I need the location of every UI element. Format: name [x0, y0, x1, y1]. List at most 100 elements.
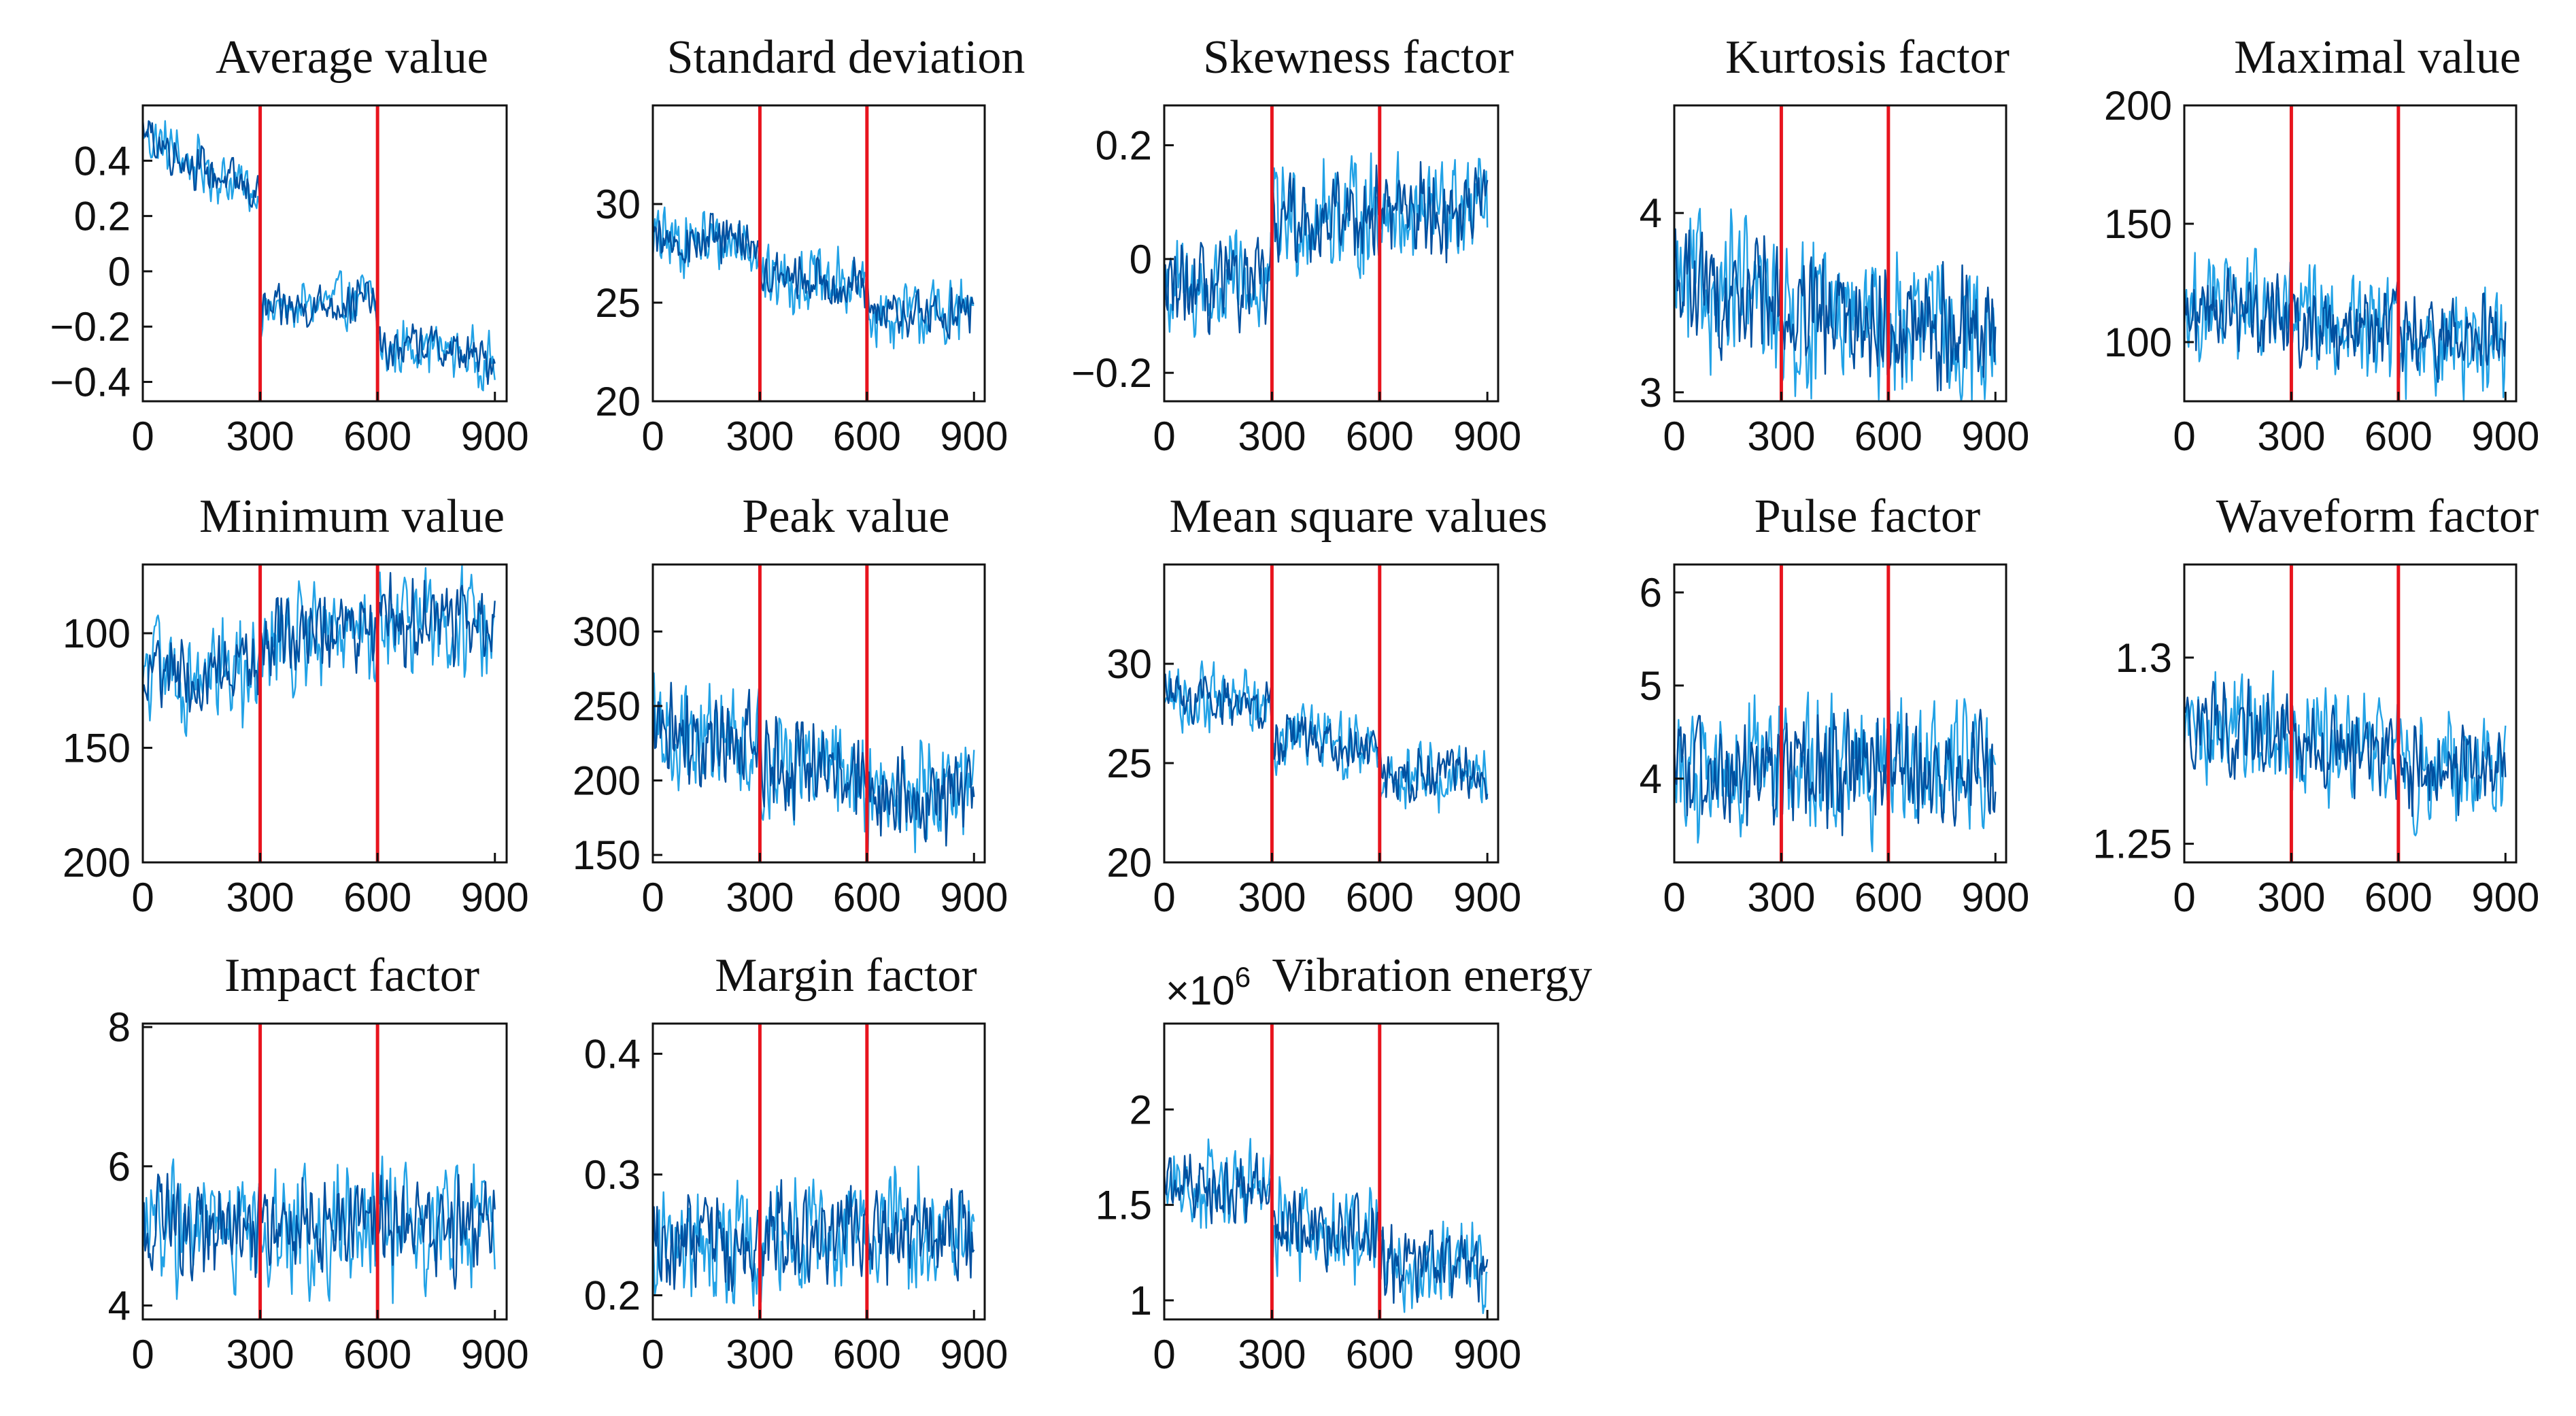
vibration-energy-axes: [1163, 1022, 1499, 1321]
vibration-energy-series-light: [1164, 1138, 1488, 1315]
vibration-energy-ytick-label: 1: [1130, 1278, 1152, 1324]
kurtosis-factor-ytick-label: 4: [1640, 190, 1662, 236]
waveform-factor-series-dark: [2184, 678, 2507, 817]
kurtosis-factor-ytick-label: 3: [1640, 370, 1662, 416]
panel-peak-value: 0 300 600 900 300 250 200 150 Peak value: [573, 490, 1008, 920]
standard-deviation-series-dark: [653, 212, 975, 340]
peak-value-ytick-label: 150: [573, 832, 641, 878]
waveform-factor-axes: [2183, 563, 2518, 864]
skewness-factor-axes: [1163, 104, 1499, 403]
pulse-factor-title: Pulse factor: [1755, 490, 1980, 543]
average-value-ytick-label: 0.2: [74, 194, 131, 239]
average-value-xtick-label: 900: [461, 414, 529, 459]
panel-kurtosis-factor: 0 300 600 900 4 3 Kurtosis factor: [1640, 31, 2030, 459]
average-value-ytick-label: 0.4: [74, 138, 131, 184]
mean-square-values-xtick-label: 900: [1453, 875, 1521, 920]
margin-factor-title: Margin factor: [715, 949, 977, 1002]
standard-deviation-xtick-label: 900: [940, 414, 1008, 459]
peak-value-series-dark: [653, 681, 975, 847]
mean-square-values-title: Mean square values: [1170, 490, 1548, 543]
panel-standard-deviation: 0 300 600 900 30 25 20 Standard deviation: [595, 31, 1025, 459]
pulse-factor-ytick-label: 4: [1640, 756, 1662, 802]
vibration-energy-title: Vibration energy: [1272, 949, 1592, 1002]
mean-square-values-ytick-label: 20: [1106, 840, 1152, 886]
average-value-title: Average value: [216, 31, 488, 84]
waveform-factor-ytick-label: 1.25: [2092, 822, 2172, 867]
peak-value-ytick-label: 200: [573, 758, 641, 804]
pulse-factor-xtick-label: 600: [1854, 875, 1922, 920]
minimum-value-ytick-label: 200: [63, 840, 131, 886]
impact-factor-ytick-label: 8: [108, 1005, 131, 1050]
peak-value-title: Peak value: [742, 490, 949, 543]
margin-factor-xtick-label: 600: [833, 1332, 901, 1377]
minimum-value-title: Minimum value: [199, 490, 505, 543]
waveform-factor-xtick-label: 600: [2365, 875, 2433, 920]
mean-square-values-axes: [1163, 563, 1499, 864]
kurtosis-factor-xtick-label: 600: [1854, 414, 1922, 459]
peak-value-xtick-label: 900: [940, 875, 1008, 920]
peak-value-series-light: [653, 672, 975, 854]
skewness-factor-ytick-label: 0.2: [1096, 123, 1152, 169]
margin-factor-series-dark: [653, 1179, 975, 1292]
pulse-factor-ytick-label: 6: [1640, 570, 1662, 616]
vibration-energy-xtick-label: 300: [1238, 1332, 1306, 1377]
minimum-value-ytick-label: 150: [63, 726, 131, 771]
average-value-ytick-label: −0.2: [50, 304, 131, 350]
impact-factor-axes: [141, 1022, 508, 1321]
impact-factor-xtick-label: 0: [131, 1332, 154, 1377]
maximal-value-series-dark: [2184, 267, 2507, 383]
maximal-value-xtick-label: 900: [2471, 414, 2539, 459]
mean-square-values-ytick-label: 25: [1106, 741, 1152, 786]
minimum-value-axes: [141, 563, 508, 864]
average-value-xtick-label: 0: [131, 414, 154, 459]
minimum-value-xtick-label: 0: [131, 875, 154, 920]
minimum-value-series-light: [143, 564, 496, 737]
waveform-factor-xtick-label: 300: [2257, 875, 2325, 920]
minimum-value-xtick-label: 900: [461, 875, 529, 920]
impact-factor-series-dark: [143, 1173, 496, 1290]
panel-impact-factor: 0 300 600 900 8 6 4 Impact factor: [108, 949, 529, 1377]
pulse-factor-xtick-label: 300: [1747, 875, 1815, 920]
standard-deviation-xtick-label: 0: [641, 414, 664, 459]
margin-factor-axes: [651, 1022, 986, 1321]
panel-minimum-value: 0 300 600 900 100 150 200 Minimum value: [63, 490, 529, 920]
kurtosis-factor-series-dark: [1674, 228, 1997, 392]
pulse-factor-series-dark: [1674, 709, 1997, 837]
peak-value-xtick-label: 300: [726, 875, 794, 920]
waveform-factor-xtick-label: 900: [2471, 875, 2539, 920]
margin-factor-ytick-label: 0.2: [584, 1272, 641, 1318]
impact-factor-series-light: [143, 1156, 496, 1304]
kurtosis-factor-axes: [1673, 104, 2007, 403]
average-value-ytick-label: 0: [108, 249, 131, 294]
peak-value-ytick-label: 300: [573, 609, 641, 655]
pulse-factor-series-light: [1674, 690, 1997, 853]
skewness-factor-title: Skewness factor: [1203, 31, 1514, 84]
skewness-factor-xtick-label: 900: [1453, 414, 1521, 459]
maximal-value-xtick-label: 600: [2365, 414, 2433, 459]
waveform-factor-title: Waveform factor: [2216, 490, 2539, 543]
mean-square-values-xtick-label: 0: [1153, 875, 1175, 920]
peak-value-axes: [651, 563, 986, 864]
maximal-value-series-light: [2184, 248, 2507, 401]
standard-deviation-xtick-label: 600: [833, 414, 901, 459]
impact-factor-xtick-label: 600: [343, 1332, 411, 1377]
standard-deviation-series-light: [653, 206, 975, 350]
impact-factor-ytick-label: 6: [108, 1144, 131, 1190]
average-value-series-dark: [143, 118, 496, 385]
standard-deviation-xtick-label: 300: [726, 414, 794, 459]
margin-factor-xtick-label: 0: [641, 1332, 664, 1377]
vibration-energy-xtick-label: 900: [1453, 1332, 1521, 1377]
minimum-value-xtick-label: 600: [343, 875, 411, 920]
panel-maximal-value: 0 300 600 900 200 150 100 Maximal value: [2104, 31, 2539, 459]
impact-factor-title: Impact factor: [224, 949, 479, 1002]
panel-mean-square-values: 0 300 600 900 30 25 20 Mean square values: [1106, 490, 1547, 920]
panel-waveform-factor: 0 300 600 900 1.3 1.25 Waveform factor: [2092, 490, 2539, 920]
peak-value-xtick-label: 0: [641, 875, 664, 920]
impact-factor-xtick-label: 300: [226, 1332, 294, 1377]
standard-deviation-ytick-label: 20: [595, 379, 641, 424]
kurtosis-factor-title: Kurtosis factor: [1725, 31, 2010, 84]
margin-factor-xtick-label: 300: [726, 1332, 794, 1377]
standard-deviation-ytick-label: 30: [595, 182, 641, 227]
